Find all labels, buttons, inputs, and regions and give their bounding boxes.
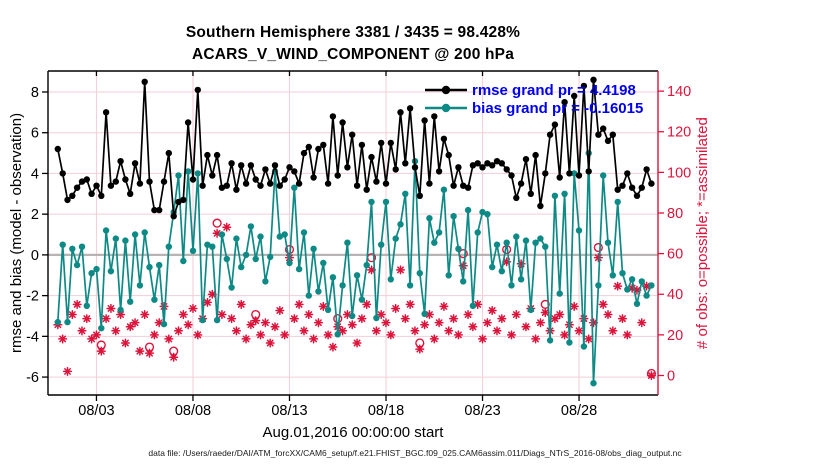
y-axis-label-left: rmse and bias (model - observation) xyxy=(8,112,25,354)
svg-text:140: 140 xyxy=(667,84,691,100)
svg-text:0: 0 xyxy=(667,368,675,384)
svg-text:08/08: 08/08 xyxy=(175,403,211,419)
data-file-caption: data file: /Users/raeder/DAI/ATM_forcXX/… xyxy=(148,448,682,458)
svg-text:120: 120 xyxy=(667,125,691,141)
svg-text:08/13: 08/13 xyxy=(271,403,307,419)
svg-text:0: 0 xyxy=(31,248,39,264)
legend-label-bias: bias grand pr = -0.16015 xyxy=(472,99,644,117)
svg-text:8: 8 xyxy=(31,85,39,101)
svg-text:100: 100 xyxy=(667,165,691,181)
svg-text:08/18: 08/18 xyxy=(368,403,404,419)
chart-subtitle: ACARS_V_WIND_COMPONENT @ 200 hPa xyxy=(191,46,515,63)
svg-text:08/23: 08/23 xyxy=(464,403,500,419)
svg-text:80: 80 xyxy=(667,206,683,222)
svg-text:08/28: 08/28 xyxy=(561,403,597,419)
svg-text:-4: -4 xyxy=(26,329,39,345)
svg-text:6: 6 xyxy=(31,126,39,142)
legend-item-bias: bias grand pr = -0.16015 xyxy=(424,99,643,117)
legend-label-rmse: rmse grand pr = 4.4198 xyxy=(472,81,636,99)
svg-text:08/03: 08/03 xyxy=(78,403,114,419)
chart-title: Southern Hemisphere 3381 / 3435 = 98.428… xyxy=(185,24,521,41)
svg-text:40: 40 xyxy=(667,287,683,303)
legend-swatch-rmse xyxy=(425,85,467,95)
svg-text:2: 2 xyxy=(31,207,39,223)
legend-item-rmse: rmse grand pr = 4.4198 xyxy=(424,81,643,99)
legend-swatch-bias xyxy=(425,103,467,113)
svg-text:60: 60 xyxy=(667,247,683,263)
svg-text:20: 20 xyxy=(667,328,683,344)
x-axis-label: Aug.01,2016 00:00:00 start xyxy=(262,424,444,441)
svg-text:-2: -2 xyxy=(26,289,39,305)
svg-text:4: 4 xyxy=(31,166,39,182)
y-axis-label-right: # of obs: o=possible; *=assimilated xyxy=(694,117,711,349)
svg-text:-6: -6 xyxy=(26,370,39,386)
legend: rmse grand pr = 4.4198 bias grand pr = -… xyxy=(424,81,643,117)
